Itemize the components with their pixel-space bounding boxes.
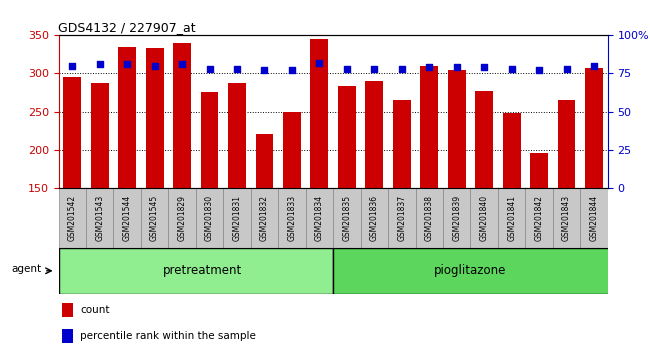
Bar [58,248,333,294]
Text: count: count [80,305,109,315]
Bar [475,91,493,188]
Bar [283,112,301,188]
Point [287,68,297,73]
Point [589,63,599,69]
Point [479,64,489,70]
Text: GSM201831: GSM201831 [233,195,242,241]
Bar [62,329,73,343]
Point [94,62,105,67]
Bar [333,248,621,294]
Bar [585,68,603,188]
Bar [201,92,218,188]
Text: GSM201838: GSM201838 [424,195,434,241]
Text: GSM201844: GSM201844 [590,195,599,241]
Text: GSM201843: GSM201843 [562,195,571,241]
Bar [278,188,306,248]
Text: GSM201542: GSM201542 [68,195,77,241]
Bar [114,188,141,248]
Point [122,62,133,67]
Bar [361,188,388,248]
Bar [311,39,328,188]
Bar [173,43,191,188]
Text: GSM201834: GSM201834 [315,195,324,241]
Bar [393,100,411,188]
Text: GSM201835: GSM201835 [343,195,352,241]
Bar [552,188,580,248]
Point [150,63,160,69]
Point [424,64,434,70]
Text: GSM201833: GSM201833 [287,195,296,241]
Text: GSM201543: GSM201543 [95,195,104,241]
Point [534,68,544,73]
Bar [502,113,521,188]
Text: GSM201829: GSM201829 [177,195,187,241]
Point [562,66,572,72]
Text: GSM201837: GSM201837 [397,195,406,241]
Text: GDS4132 / 227907_at: GDS4132 / 227907_at [58,21,196,34]
Point [396,66,407,72]
Bar [415,188,443,248]
Point [67,63,77,69]
Text: GSM201545: GSM201545 [150,195,159,241]
Bar [255,134,274,188]
Bar [558,100,575,188]
Point [452,64,462,70]
Text: pretreatment: pretreatment [163,264,242,277]
Text: GSM201830: GSM201830 [205,195,214,241]
Bar [141,188,168,248]
Text: percentile rank within the sample: percentile rank within the sample [80,331,256,341]
Bar [388,188,415,248]
Bar [224,188,251,248]
Bar [91,82,109,188]
Text: agent: agent [12,263,42,274]
Text: GSM201840: GSM201840 [480,195,489,241]
Text: GSM201836: GSM201836 [370,195,379,241]
Bar [498,188,525,248]
Bar [306,188,333,248]
Point [506,66,517,72]
Bar [251,188,278,248]
Bar [525,188,552,248]
Text: GSM201832: GSM201832 [260,195,269,241]
Point [177,62,187,67]
Text: GSM201841: GSM201841 [507,195,516,241]
Bar [421,66,438,188]
Text: GSM201842: GSM201842 [534,195,543,241]
Bar [196,188,224,248]
Bar [443,188,471,248]
Bar [58,188,86,248]
Bar [333,188,361,248]
Text: GSM201839: GSM201839 [452,195,462,241]
Point [232,66,242,72]
Point [369,66,380,72]
Point [314,60,324,65]
Bar [365,81,383,188]
Bar [228,83,246,188]
Bar [530,153,548,188]
Text: GSM201544: GSM201544 [123,195,132,241]
Bar [471,188,498,248]
Bar [448,70,465,188]
Point [204,66,214,72]
Bar [86,188,114,248]
Bar [580,188,608,248]
Bar [338,86,356,188]
Bar [118,47,136,188]
Point [259,68,270,73]
Point [342,66,352,72]
Bar [63,77,81,188]
Bar [168,188,196,248]
Text: pioglitazone: pioglitazone [434,264,506,277]
Bar [62,303,73,317]
Bar [146,48,164,188]
